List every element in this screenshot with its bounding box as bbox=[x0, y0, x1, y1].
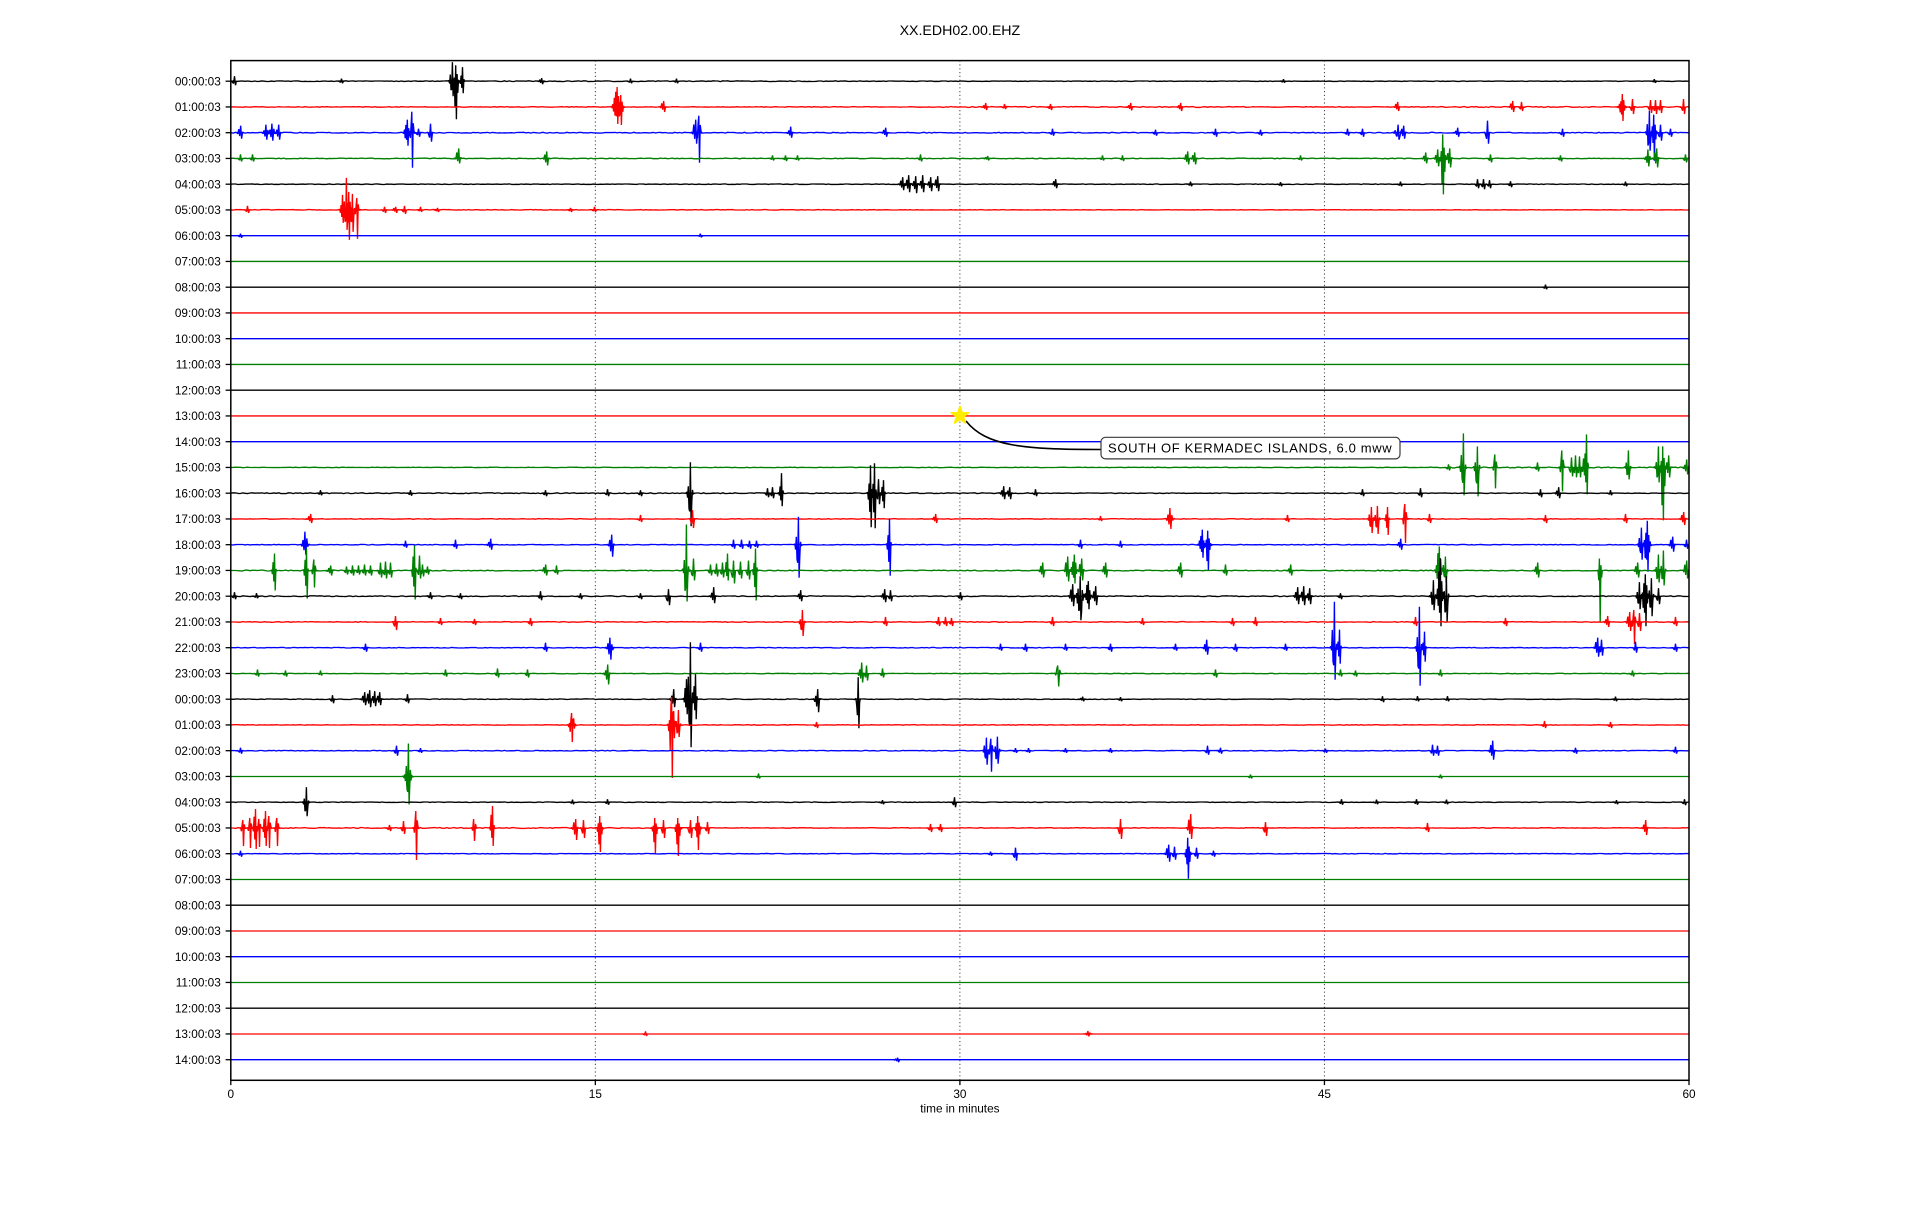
svg-text:04:00:03: 04:00:03 bbox=[175, 177, 221, 191]
svg-text:00:00:03: 00:00:03 bbox=[175, 74, 221, 88]
svg-text:15: 15 bbox=[589, 1087, 603, 1101]
svg-text:20:00:03: 20:00:03 bbox=[175, 589, 221, 603]
svg-text:03:00:03: 03:00:03 bbox=[175, 770, 221, 784]
svg-text:09:00:03: 09:00:03 bbox=[175, 306, 221, 320]
svg-text:15:00:03: 15:00:03 bbox=[175, 461, 221, 475]
svg-text:09:00:03: 09:00:03 bbox=[175, 924, 221, 938]
svg-text:02:00:03: 02:00:03 bbox=[175, 126, 221, 140]
svg-text:06:00:03: 06:00:03 bbox=[175, 229, 221, 243]
svg-text:08:00:03: 08:00:03 bbox=[175, 280, 221, 294]
svg-text:04:00:03: 04:00:03 bbox=[175, 795, 221, 809]
svg-text:23:00:03: 23:00:03 bbox=[175, 667, 221, 681]
svg-text:60: 60 bbox=[1682, 1087, 1696, 1101]
svg-text:06:00:03: 06:00:03 bbox=[175, 847, 221, 861]
svg-text:14:00:03: 14:00:03 bbox=[175, 435, 221, 449]
svg-text:14:00:03: 14:00:03 bbox=[175, 1053, 221, 1067]
svg-text:22:00:03: 22:00:03 bbox=[175, 641, 221, 655]
svg-text:07:00:03: 07:00:03 bbox=[175, 873, 221, 887]
svg-text:13:00:03: 13:00:03 bbox=[175, 409, 221, 423]
svg-text:05:00:03: 05:00:03 bbox=[175, 821, 221, 835]
svg-text:12:00:03: 12:00:03 bbox=[175, 383, 221, 397]
svg-text:02:00:03: 02:00:03 bbox=[175, 744, 221, 758]
svg-text:XX.EDH02.00.EHZ: XX.EDH02.00.EHZ bbox=[900, 23, 1021, 39]
svg-text:21:00:03: 21:00:03 bbox=[175, 615, 221, 629]
svg-text:01:00:03: 01:00:03 bbox=[175, 718, 221, 732]
svg-text:10:00:03: 10:00:03 bbox=[175, 950, 221, 964]
svg-text:03:00:03: 03:00:03 bbox=[175, 152, 221, 166]
svg-text:time in minutes: time in minutes bbox=[920, 1102, 999, 1116]
svg-text:00:00:03: 00:00:03 bbox=[175, 692, 221, 706]
svg-text:19:00:03: 19:00:03 bbox=[175, 564, 221, 578]
svg-text:01:00:03: 01:00:03 bbox=[175, 100, 221, 114]
svg-text:16:00:03: 16:00:03 bbox=[175, 486, 221, 500]
svg-text:11:00:03: 11:00:03 bbox=[176, 976, 221, 990]
svg-text:07:00:03: 07:00:03 bbox=[175, 255, 221, 269]
svg-text:18:00:03: 18:00:03 bbox=[175, 538, 221, 552]
svg-text:08:00:03: 08:00:03 bbox=[175, 898, 221, 912]
svg-text:10:00:03: 10:00:03 bbox=[175, 332, 221, 346]
svg-text:11:00:03: 11:00:03 bbox=[176, 358, 221, 372]
svg-text:17:00:03: 17:00:03 bbox=[175, 512, 221, 526]
svg-text:0: 0 bbox=[228, 1087, 235, 1101]
svg-text:30: 30 bbox=[953, 1087, 967, 1101]
svg-text:45: 45 bbox=[1318, 1087, 1332, 1101]
svg-text:13:00:03: 13:00:03 bbox=[175, 1027, 221, 1041]
svg-text:05:00:03: 05:00:03 bbox=[175, 203, 221, 217]
svg-text:12:00:03: 12:00:03 bbox=[175, 1001, 221, 1015]
svg-text:SOUTH OF KERMADEC ISLANDS, 6.0: SOUTH OF KERMADEC ISLANDS, 6.0 mww bbox=[1108, 441, 1392, 456]
